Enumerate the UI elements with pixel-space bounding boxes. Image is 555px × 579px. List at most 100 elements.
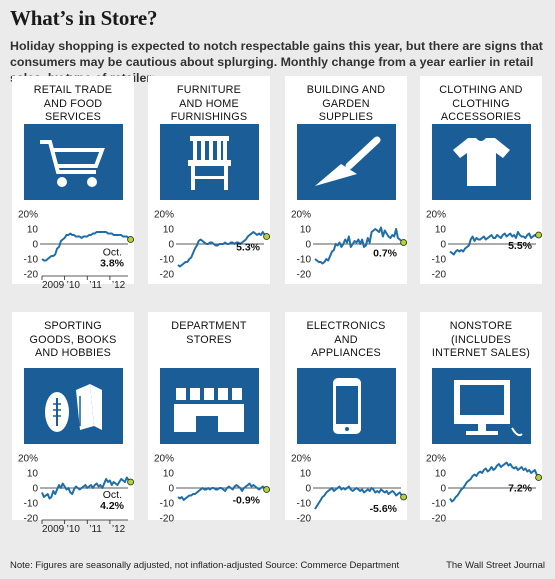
panel-label-line: and food <box>43 97 103 110</box>
panel-label-line: accessories <box>440 111 522 123</box>
series-line <box>449 231 540 256</box>
final-value-label: 7.2% <box>508 483 533 495</box>
y-tick-label: -20 <box>432 270 447 281</box>
y-tick-label: 20% <box>291 210 311 221</box>
y-tick-label: 0 <box>32 240 38 251</box>
y-tick-label: 20% <box>154 454 174 465</box>
footer-note: Note: Figures are seasonally adjusted, n… <box>10 560 400 571</box>
panel-label-line: appliances <box>311 347 381 359</box>
smartphone-icon <box>297 368 396 444</box>
panel-label-line: Sporting <box>44 320 102 332</box>
y-tick-label: -20 <box>297 270 312 281</box>
shopping-cart-icon <box>24 124 123 200</box>
panel-label-line: stores <box>186 333 232 346</box>
y-tick-label: 0 <box>305 484 311 495</box>
series-line <box>41 476 132 500</box>
chart-svg: 20% 10 0 -10 -20 5.5% <box>426 210 543 281</box>
panel-label: Sporting goods, books and hobbies <box>12 320 134 361</box>
final-value-label: 5.3% <box>236 242 261 254</box>
line-chart: 20% 10 0 -10 -20 2009’10 ’11 ’12 Oct. 4.2% <box>12 450 135 540</box>
y-tick-label: 10 <box>435 225 447 236</box>
y-tick-label: -20 <box>160 270 175 281</box>
chart-svg: 20% 10 0 -10 -20 5.3% <box>154 210 271 281</box>
panel-label-line: Building and <box>306 84 386 96</box>
t-shirt-icon <box>432 124 531 200</box>
final-month-label: Oct. <box>103 489 122 501</box>
y-tick-label: -10 <box>297 255 312 266</box>
endpoint-marker <box>535 231 543 239</box>
panel-label-line: furnishings <box>170 111 248 123</box>
department-store-icon <box>160 368 259 444</box>
y-tick-label: 10 <box>300 225 312 236</box>
x-tick-label: 2009 <box>42 280 65 291</box>
y-tick-label: -10 <box>160 255 175 266</box>
series-line <box>177 231 268 268</box>
y-tick-label: 20% <box>154 210 174 221</box>
panel-label: Building and garden supplies <box>285 84 407 125</box>
panel-label-line: clothing <box>452 97 510 110</box>
y-tick-label: 0 <box>440 240 446 251</box>
y-tick-label: -10 <box>24 255 39 266</box>
retailer-panel: Sporting goods, books and hobbies 20% 10 0 -1… <box>12 312 135 535</box>
endpoint-marker <box>263 233 271 240</box>
retailer-panel: Nonstore (includes internet sales) 20% 10 0 -… <box>420 312 543 525</box>
series-line <box>177 482 268 501</box>
retailer-panel: Department stores 20% 10 0 -10 -20 -0.9% <box>148 312 271 525</box>
panel-label-line: Retail trade <box>33 84 113 96</box>
panel-label-line: Electronics <box>306 320 386 332</box>
series-line <box>449 461 540 503</box>
line-chart: 20% 10 0 -10 -20 2009’10 ’11 ’12 Oct. 3.8% <box>12 206 135 296</box>
y-tick-label: 0 <box>168 484 174 495</box>
line-chart: 20% 10 0 -10 -20 5.5% <box>420 206 543 296</box>
x-tick-label: ’11 <box>89 524 102 535</box>
y-tick-label: 0 <box>305 240 311 251</box>
y-tick-label: -10 <box>432 499 447 510</box>
x-tick-label: ’10 <box>67 280 81 291</box>
panel-label-line: Nonstore <box>449 320 513 332</box>
panel-label-line: internet sales) <box>431 347 531 359</box>
football-and-books-icon <box>24 368 123 444</box>
panel-label-line: Department <box>171 320 247 332</box>
x-tick-label: ’12 <box>112 524 126 535</box>
retailer-panel: Electronics and appliances 20% 10 0 -10 -20 -5.… <box>285 312 408 525</box>
final-value-label: 5.5% <box>508 240 533 252</box>
panel-label: Nonstore (includes internet sales) <box>420 320 542 361</box>
panel-label-line: and home <box>179 97 239 110</box>
panel-label-line: Furniture <box>176 84 242 96</box>
y-tick-label: 20% <box>18 454 38 465</box>
y-tick-label: 10 <box>163 469 175 480</box>
series-line <box>41 231 132 262</box>
chart-svg: 20% 10 0 -10 -20 -0.9% <box>154 454 271 525</box>
x-tick-label: ’11 <box>89 280 102 291</box>
y-tick-label: -20 <box>24 270 39 281</box>
endpoint-marker <box>400 239 408 246</box>
panel-label: Clothing and clothing accessories <box>420 84 542 125</box>
chair-icon <box>160 124 259 200</box>
trowel-icon <box>297 124 396 200</box>
y-tick-label: 10 <box>27 469 39 480</box>
panel-label-line: supplies <box>318 111 374 123</box>
final-value-label: -5.6% <box>370 503 398 515</box>
y-tick-label: -20 <box>432 514 447 525</box>
computer-monitor-icon <box>432 368 531 444</box>
y-tick-label: -20 <box>24 514 39 525</box>
retailer-panel: Furniture and home furnishings 20% 10 0 -10 -2… <box>148 76 271 284</box>
chart-svg: 20% 10 0 -10 -20 7.2% <box>426 454 543 525</box>
panel-label: Electronics and appliances <box>285 320 407 361</box>
chart-svg: 20% 10 0 -10 -20 0.7% <box>291 210 408 281</box>
retailer-panel: Retail trade and food services 20% 10 0 -10 -2… <box>12 76 135 291</box>
panel-label-line: garden <box>322 97 370 110</box>
y-tick-label: -10 <box>297 499 312 510</box>
series-line <box>314 485 405 510</box>
retailer-panel: Clothing and clothing accessories 20% 10 0 -1… <box>420 76 543 284</box>
y-tick-label: -10 <box>24 499 39 510</box>
y-tick-label: -20 <box>160 514 175 525</box>
chart-svg: 20% 10 0 -10 -20 -5.6% <box>291 454 408 525</box>
final-value-label: 0.7% <box>373 248 398 260</box>
y-tick-label: 20% <box>426 454 446 465</box>
endpoint-marker <box>400 493 408 501</box>
panel-label-line: goods, books <box>29 333 117 346</box>
x-tick-label: 2009 <box>42 524 65 535</box>
line-chart: 20% 10 0 -10 -20 7.2% <box>420 450 543 540</box>
